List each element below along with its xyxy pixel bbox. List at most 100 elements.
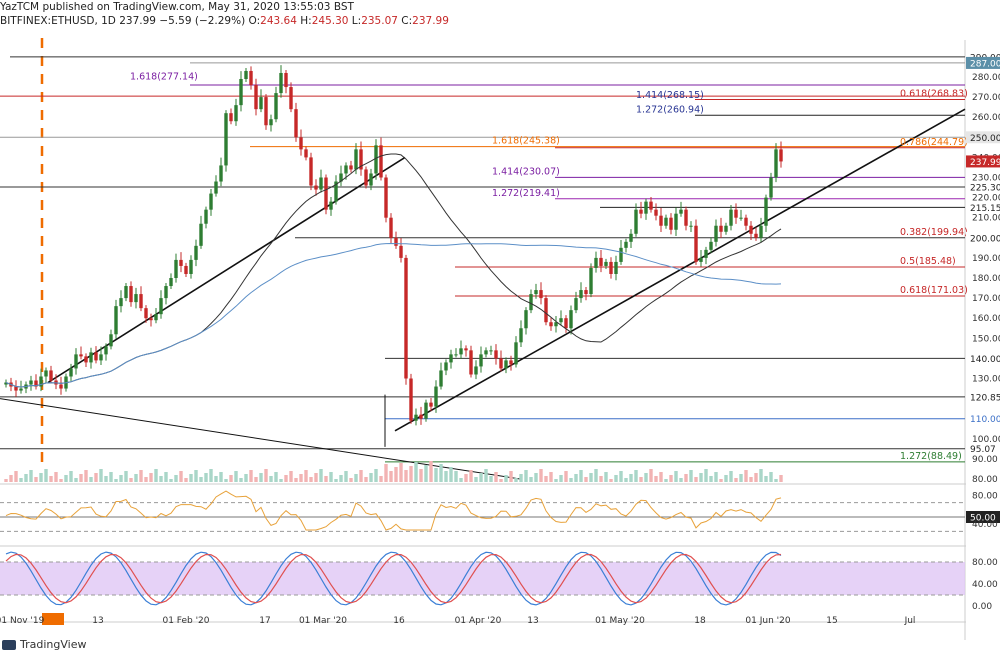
candle-body xyxy=(549,322,553,327)
volume-bar xyxy=(734,478,738,482)
price-tag-label: 237.99 xyxy=(970,158,1000,168)
candle-body xyxy=(524,310,528,329)
volume-bar xyxy=(674,471,678,482)
fib-label: 1.618(245.38) xyxy=(492,136,560,147)
candle-body xyxy=(534,290,538,295)
candles-group xyxy=(4,65,783,426)
volume-bar xyxy=(44,469,48,482)
volume-bar xyxy=(774,479,778,482)
candle-body xyxy=(429,402,433,407)
rsi-tick-label: 80.00 xyxy=(972,491,998,501)
candle-body xyxy=(359,149,363,170)
candle-body xyxy=(189,259,193,274)
candle-body xyxy=(479,354,483,367)
volume-bar xyxy=(549,472,553,482)
candle-body xyxy=(94,352,98,361)
price-tag-bg xyxy=(966,442,1000,455)
volume-bar xyxy=(94,473,98,482)
candle-body xyxy=(44,370,48,377)
candle-body xyxy=(144,308,148,319)
volume-bar xyxy=(569,478,573,482)
candle-body xyxy=(439,370,443,387)
candle-body xyxy=(294,109,298,138)
candle-body xyxy=(114,306,118,335)
candle-body xyxy=(204,209,208,224)
volume-bar xyxy=(649,469,653,482)
y-tick-label: 230.00 xyxy=(972,174,1000,184)
candle-body xyxy=(119,298,123,307)
candle-body xyxy=(719,225,723,232)
volume-bar xyxy=(284,475,288,482)
price-tag-bg xyxy=(966,231,1000,244)
volume-bar xyxy=(459,478,463,482)
volume-bar xyxy=(229,475,233,482)
volume-bar xyxy=(389,471,393,482)
x-tick-label: 01 Feb '20 xyxy=(162,616,209,626)
ma200-line xyxy=(5,242,782,388)
candle-body xyxy=(519,328,523,343)
volume-bar xyxy=(574,474,578,482)
candle-body xyxy=(554,322,558,327)
price-tag-label: 95.07 xyxy=(970,445,996,455)
candle-body xyxy=(249,70,253,86)
fib-label: 0.618(171.03) xyxy=(900,285,968,296)
candle-body xyxy=(254,85,258,110)
volume-bar xyxy=(354,474,358,482)
candle-body xyxy=(334,181,338,202)
candle-body xyxy=(14,386,18,391)
candle-body xyxy=(509,360,513,365)
candle-body xyxy=(674,213,678,230)
last-price: 237.99 xyxy=(119,15,156,27)
candle-body xyxy=(679,209,683,214)
candle-body xyxy=(244,70,248,80)
volume-bar xyxy=(449,467,453,482)
volume-bar xyxy=(624,478,628,482)
volume-bar xyxy=(144,477,148,482)
candle-body xyxy=(289,87,293,110)
x-tick-label: 01 Mar '20 xyxy=(299,616,347,626)
candle-body xyxy=(624,241,628,248)
candle-body xyxy=(774,149,778,178)
volume-bar xyxy=(764,476,768,482)
candle-body xyxy=(564,318,568,329)
candle-body xyxy=(744,217,748,226)
volume-bar xyxy=(269,476,273,482)
volume-bar xyxy=(4,479,8,482)
candle-body xyxy=(399,245,403,258)
volume-group xyxy=(4,461,783,482)
high-value: 245.30 xyxy=(311,15,349,27)
stoch-tick-label: 80.00 xyxy=(972,558,998,568)
fib-label: 0.786(244.79) xyxy=(900,137,968,148)
volume-bar xyxy=(749,477,753,482)
volume-bar xyxy=(139,470,143,482)
price-tag-label: 250.00 xyxy=(970,134,1000,144)
candle-body xyxy=(39,376,43,387)
candle-body xyxy=(649,201,653,210)
volume-bar xyxy=(754,473,758,482)
y-tick-label: 100.00 xyxy=(972,435,1000,445)
volume-bar xyxy=(104,476,108,482)
candle-body xyxy=(304,149,308,158)
trendline-resistance xyxy=(0,398,521,480)
candle-body xyxy=(324,177,328,210)
x-tick-label: 01 Nov '19 xyxy=(0,616,45,626)
price-tag-label: 140.00 xyxy=(970,355,1000,365)
volume-bar xyxy=(374,469,378,482)
volume-bar xyxy=(434,468,438,482)
volume-bar xyxy=(124,471,128,482)
volume-bar xyxy=(369,473,373,482)
volume-bar xyxy=(349,478,353,482)
volume-bar xyxy=(429,461,433,482)
candle-body xyxy=(614,261,618,274)
open-value: 243.64 xyxy=(260,15,297,27)
y-tick-label: 150.00 xyxy=(972,334,1000,344)
y-tick-label: 90.00 xyxy=(972,455,998,465)
volume-bar xyxy=(424,465,428,482)
volume-bar xyxy=(294,478,298,482)
volume-bar xyxy=(289,471,293,482)
candle-body xyxy=(704,249,708,258)
candle-body xyxy=(59,384,63,389)
low-value: 235.07 xyxy=(361,15,398,27)
volume-bar xyxy=(539,469,543,482)
